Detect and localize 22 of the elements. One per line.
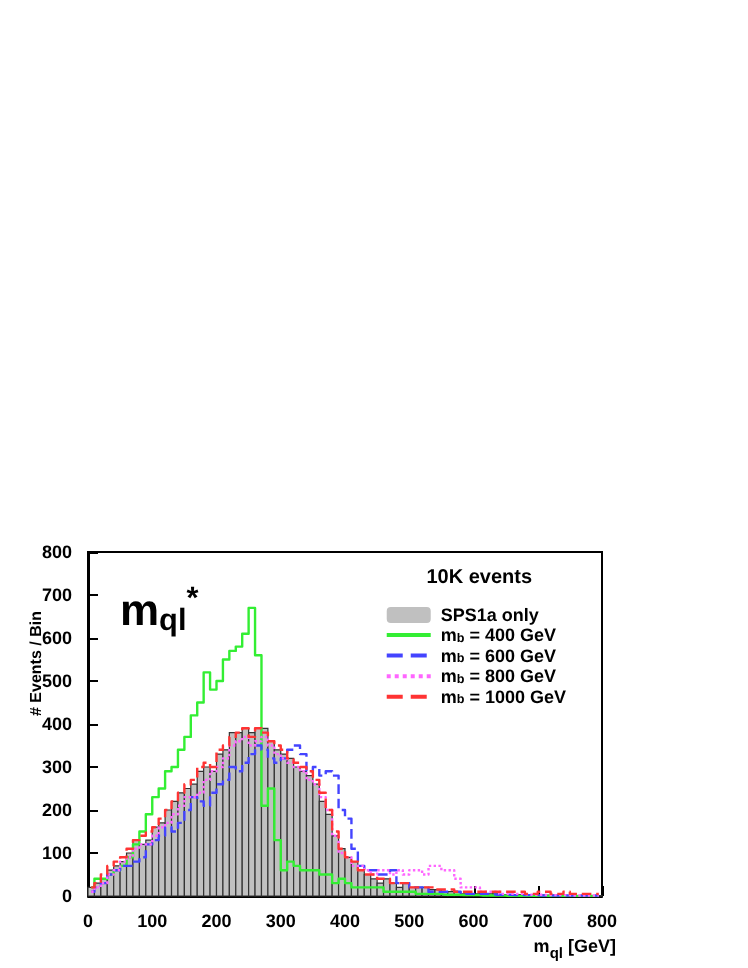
legend-label: SPS1a only xyxy=(440,605,539,625)
x-tick-label: 100 xyxy=(137,911,168,931)
y-tick-label: 600 xyxy=(41,628,72,648)
y-tick-label: 800 xyxy=(41,542,72,562)
y-tick-label: 100 xyxy=(41,843,72,863)
y-tick-label: 300 xyxy=(41,757,72,777)
y-axis-title: # Events / Bin xyxy=(27,610,45,716)
x-tick-label: 700 xyxy=(522,911,553,931)
y-tick-label: 200 xyxy=(41,800,72,820)
x-tick-label: 200 xyxy=(201,911,232,931)
x-axis-title: m$_{ql}$ [GeV] xyxy=(533,936,616,964)
legend-title: 10K events xyxy=(426,567,533,589)
y-tick-label: 700 xyxy=(41,585,72,605)
x-tick-label: 500 xyxy=(394,911,425,931)
x-tick-label: 300 xyxy=(265,911,296,931)
x-tick-label: 800 xyxy=(586,911,618,931)
y-tick-label: 0 xyxy=(61,886,72,906)
x-tick-label: 0 xyxy=(82,911,94,931)
x-tick-label: 400 xyxy=(329,911,361,931)
y-tick-label: 400 xyxy=(41,714,72,734)
y-tick-label: 500 xyxy=(41,671,72,691)
x-tick-label: 600 xyxy=(458,911,489,931)
